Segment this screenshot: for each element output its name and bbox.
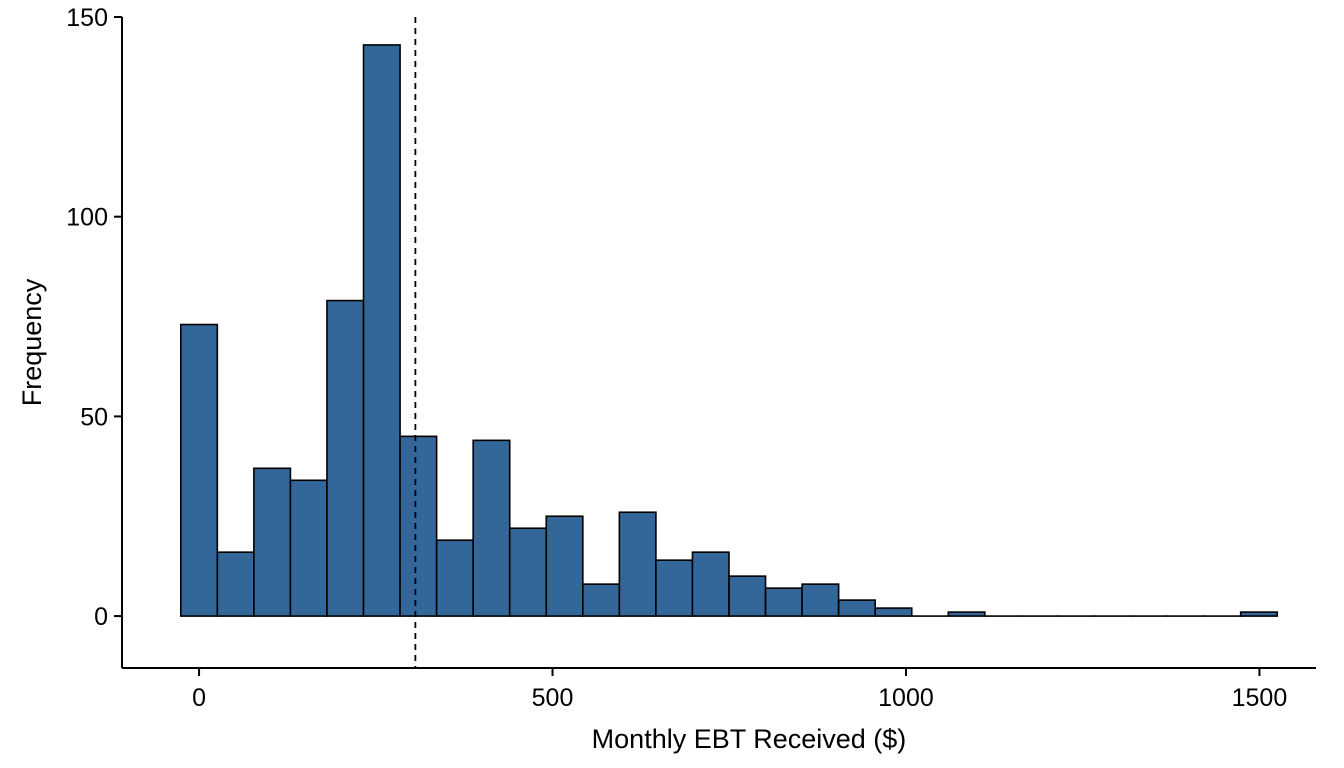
histogram-bar bbox=[289, 479, 328, 617]
x-tick-label: 1500 bbox=[1232, 684, 1288, 712]
histogram-bar bbox=[1239, 611, 1279, 617]
histogram-bar bbox=[435, 539, 474, 617]
histogram-bar bbox=[508, 527, 548, 617]
histogram-bar bbox=[545, 515, 584, 617]
histogram-bar bbox=[253, 467, 292, 617]
y-axis-title: Frequency bbox=[17, 278, 47, 406]
histogram-bar bbox=[728, 575, 767, 617]
y-tick-label: 50 bbox=[80, 403, 108, 431]
x-tick-label: 1000 bbox=[878, 684, 934, 712]
y-ticks-group: 0 50 100 150 bbox=[66, 4, 122, 631]
bars-group bbox=[179, 44, 1279, 617]
histogram-bar bbox=[216, 551, 255, 617]
histogram-bar bbox=[837, 599, 876, 617]
histogram-bar bbox=[947, 611, 986, 617]
x-ticks-group: 0 500 1000 1500 bbox=[192, 668, 1287, 712]
histogram-bar bbox=[801, 583, 840, 617]
histogram-bar bbox=[179, 323, 219, 617]
x-tick-label: 0 bbox=[192, 684, 206, 712]
y-tick-label: 100 bbox=[66, 204, 108, 232]
histogram-bar bbox=[618, 511, 657, 617]
histogram-bar bbox=[655, 559, 694, 617]
x-axis-title: Monthly EBT Received ($) bbox=[592, 724, 907, 754]
x-tick-label: 500 bbox=[532, 684, 574, 712]
y-tick-label: 0 bbox=[94, 603, 108, 631]
histogram-bar bbox=[472, 439, 511, 617]
y-tick-label: 150 bbox=[66, 4, 108, 32]
histogram-bar bbox=[764, 587, 803, 617]
histogram-bar bbox=[326, 299, 365, 617]
histogram-bar bbox=[691, 551, 730, 617]
histogram-bar bbox=[399, 435, 438, 617]
histogram-bar bbox=[362, 44, 401, 617]
histogram-bar bbox=[582, 583, 621, 617]
histogram-bar bbox=[874, 607, 913, 617]
